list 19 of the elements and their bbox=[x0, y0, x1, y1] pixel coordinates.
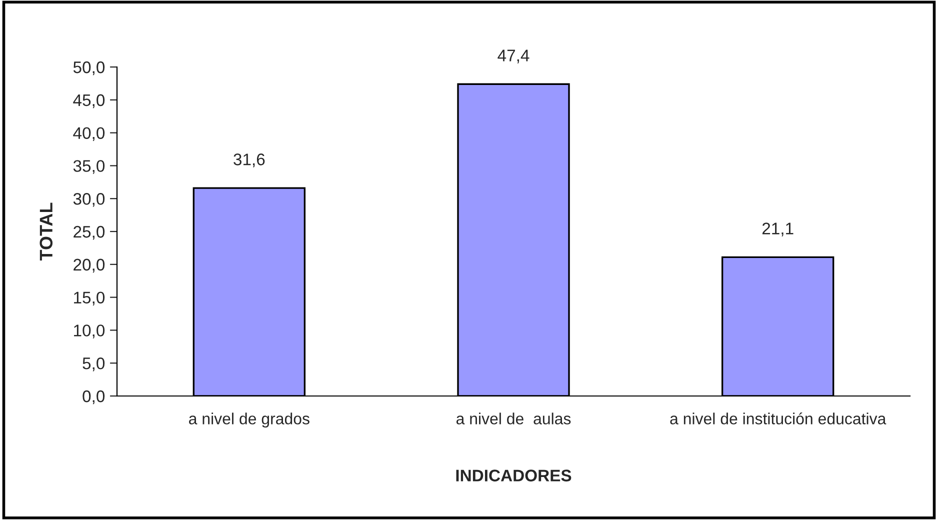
y-tick-label: 35,0 bbox=[73, 160, 105, 174]
x-axis-title: INDICADORES bbox=[456, 470, 572, 482]
y-tick-label: 0,0 bbox=[82, 390, 105, 404]
data-label: 21,1 bbox=[762, 222, 794, 236]
x-tick-label: a nivel de grados bbox=[189, 412, 310, 428]
data-label: 47,4 bbox=[498, 50, 530, 64]
y-tick-label: 5,0 bbox=[82, 358, 105, 372]
y-tick-label: 40,0 bbox=[73, 127, 105, 141]
y-tick-label: 15,0 bbox=[74, 292, 105, 306]
y-tick-label: 30,0 bbox=[73, 193, 105, 207]
y-tick-label: 50,0 bbox=[73, 61, 105, 76]
y-tick-label: 25,0 bbox=[74, 226, 105, 240]
x-tick-label: a nivel de aulas bbox=[456, 412, 571, 424]
y-axis-title: TOTAL bbox=[40, 202, 53, 261]
x-tick-label: a nivel de institución educativa bbox=[670, 412, 886, 424]
y-tick-label: 45,0 bbox=[73, 94, 105, 108]
data-label: 31,6 bbox=[234, 154, 265, 168]
y-tick-label: 20,0 bbox=[74, 258, 105, 273]
y-tick-label: 10,0 bbox=[74, 324, 105, 338]
